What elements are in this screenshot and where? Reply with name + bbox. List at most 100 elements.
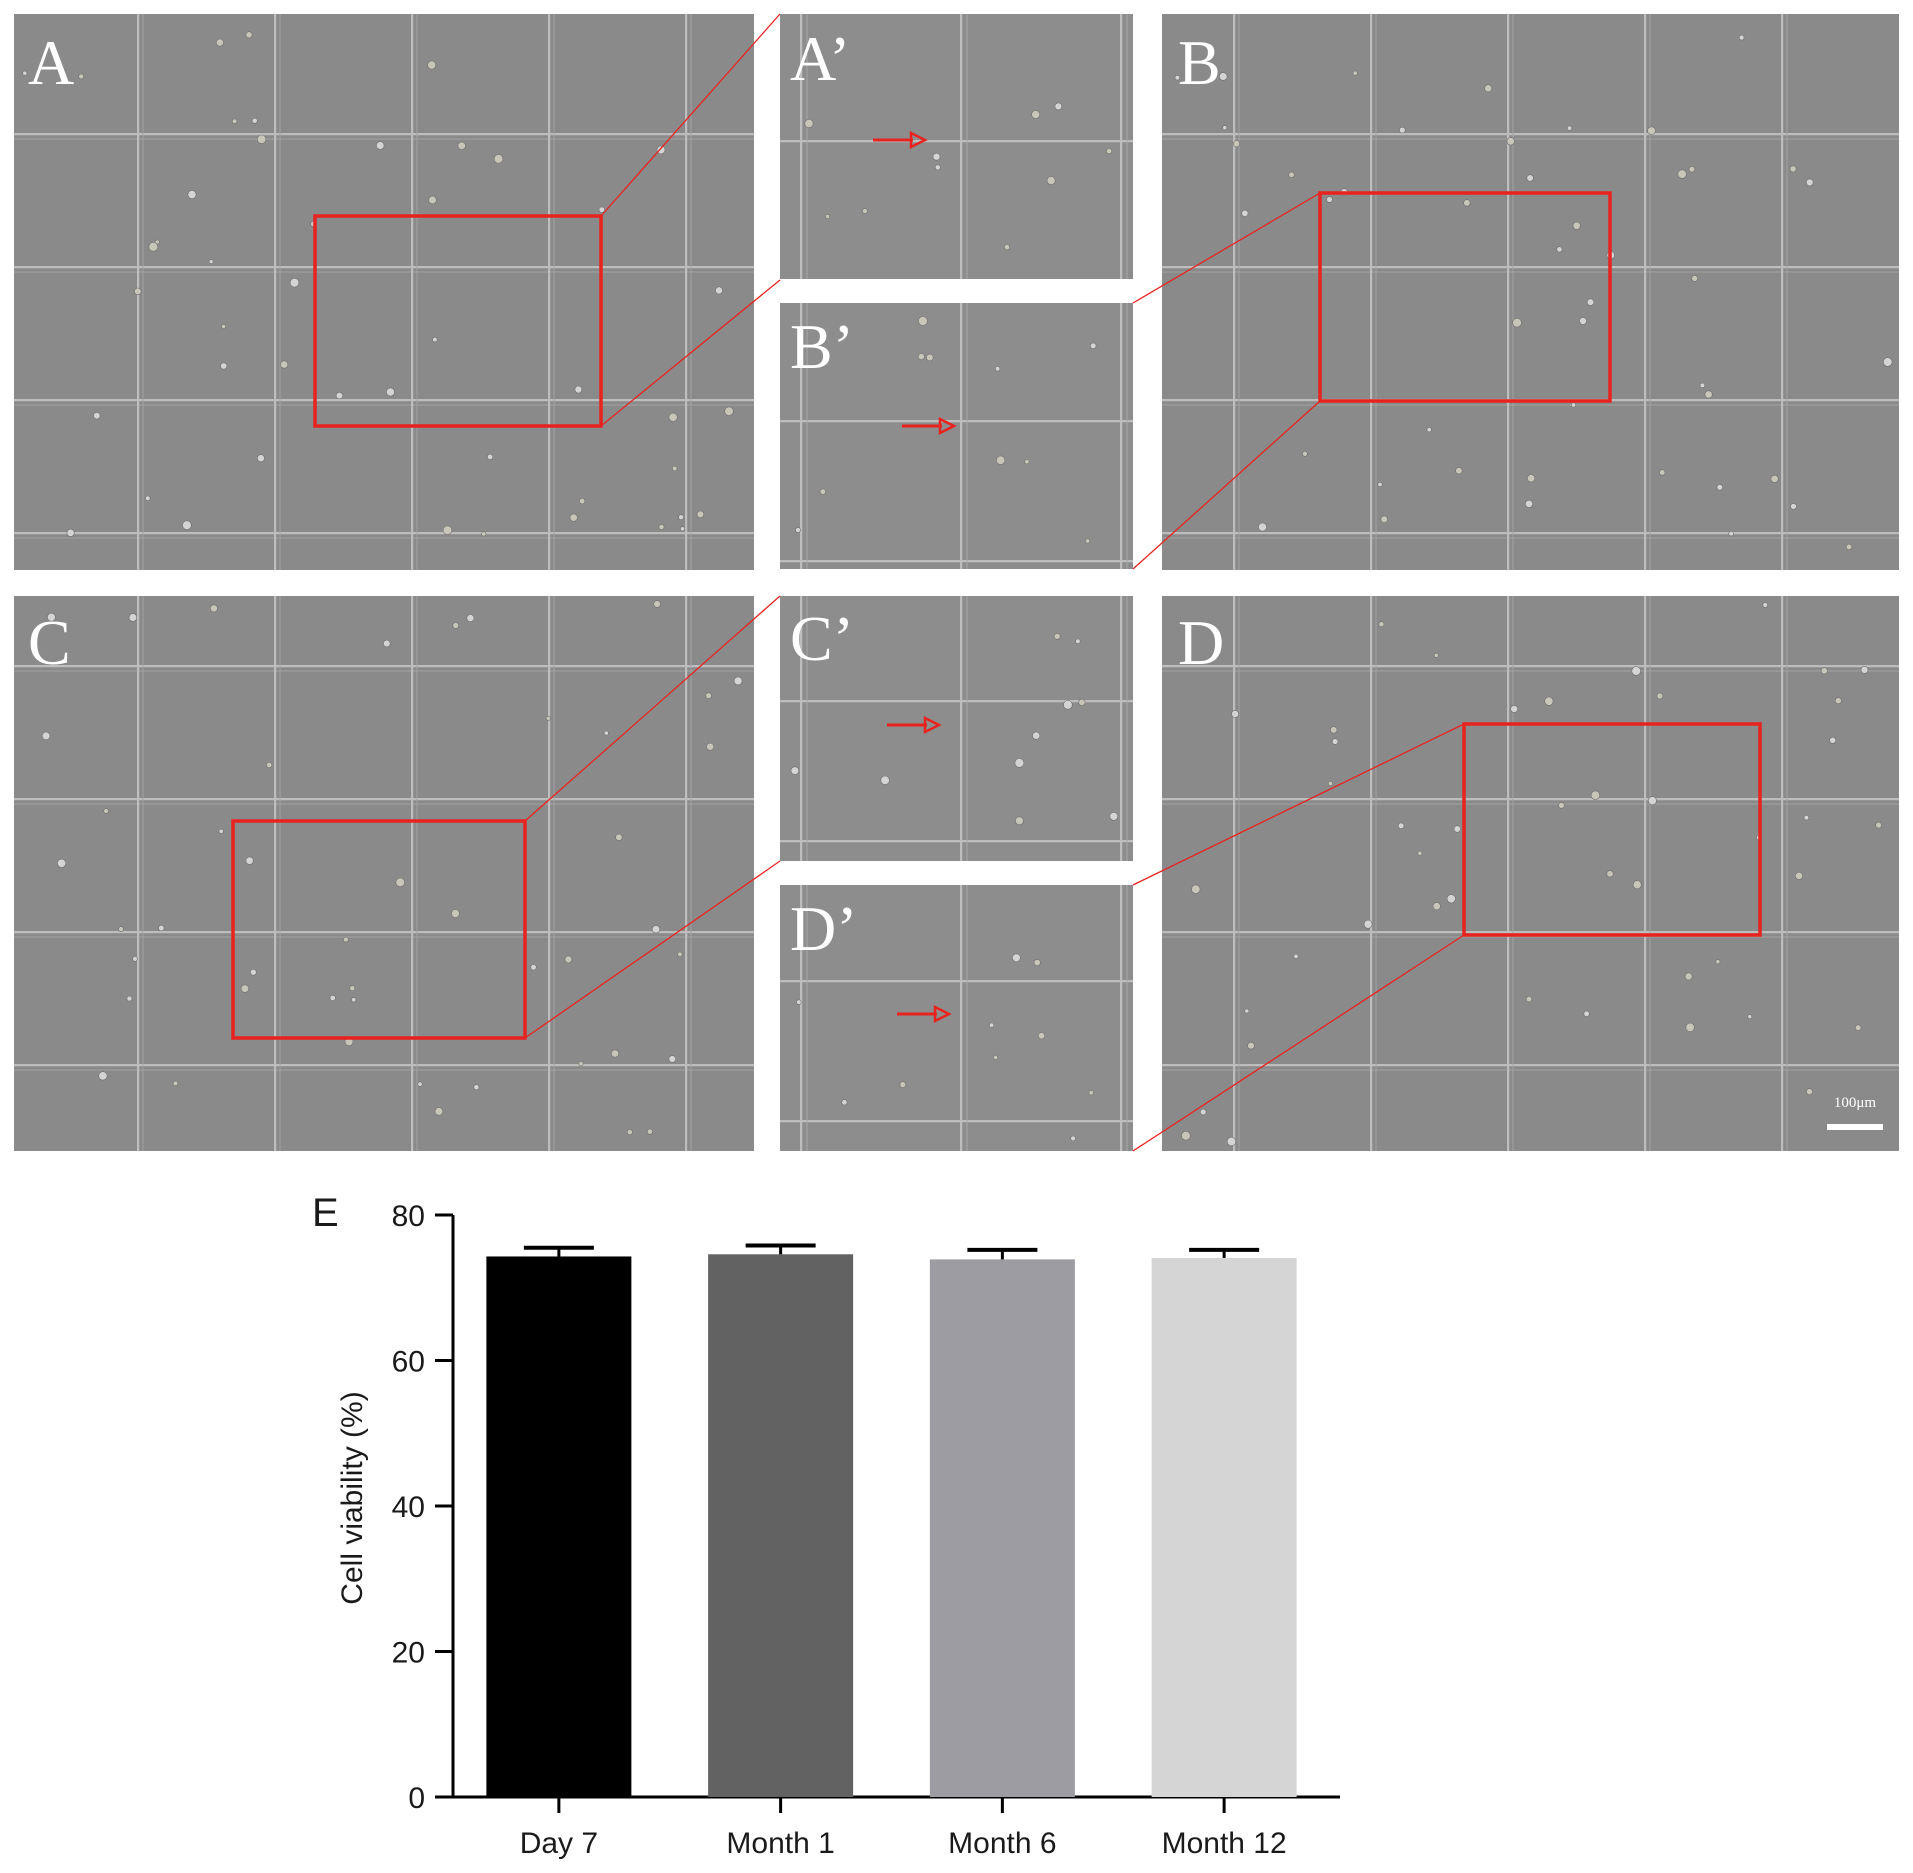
cell bbox=[1453, 825, 1461, 833]
cell bbox=[1544, 696, 1554, 706]
cell bbox=[57, 858, 67, 868]
cell bbox=[733, 676, 743, 686]
cell bbox=[678, 514, 684, 521]
cell bbox=[992, 1054, 998, 1060]
panel-label-e: E bbox=[312, 1191, 339, 1235]
cell bbox=[841, 1099, 848, 1106]
cell bbox=[795, 527, 801, 533]
cell bbox=[1677, 169, 1687, 179]
panel-label-b: B bbox=[1178, 27, 1221, 98]
cell bbox=[1244, 1008, 1250, 1014]
cell bbox=[1352, 70, 1358, 76]
cell bbox=[1380, 515, 1388, 523]
cell bbox=[1647, 126, 1656, 135]
zoom-connector-line bbox=[600, 13, 781, 217]
cell bbox=[126, 995, 133, 1002]
cell bbox=[257, 134, 267, 144]
cell bbox=[564, 955, 573, 964]
cell bbox=[626, 1129, 633, 1135]
panel-a-field bbox=[14, 14, 754, 570]
cell bbox=[546, 715, 551, 721]
cell bbox=[473, 1084, 480, 1091]
cell bbox=[245, 31, 253, 39]
cell bbox=[1302, 450, 1308, 457]
cell bbox=[1070, 1135, 1076, 1142]
cell bbox=[1377, 481, 1383, 487]
x-tick-label: Month 1 bbox=[726, 1827, 834, 1860]
cell bbox=[1820, 667, 1828, 675]
panel-b-prime-field bbox=[780, 303, 1133, 569]
cell bbox=[1331, 738, 1339, 745]
panel-d-field bbox=[1162, 596, 1899, 1151]
cell bbox=[1656, 692, 1664, 700]
cell bbox=[78, 73, 84, 80]
cell bbox=[231, 118, 238, 125]
cell bbox=[47, 612, 56, 622]
panel-label-c: C bbox=[28, 607, 71, 678]
cell bbox=[1463, 199, 1471, 207]
cell bbox=[1845, 543, 1853, 551]
cell bbox=[1484, 84, 1493, 93]
cell bbox=[1327, 780, 1333, 786]
cell bbox=[452, 622, 460, 629]
cell bbox=[825, 213, 830, 219]
cell bbox=[1631, 666, 1641, 676]
bar-month-1 bbox=[708, 1254, 854, 1797]
cell bbox=[349, 985, 356, 992]
panel-label-a-prime: A’ bbox=[790, 23, 850, 94]
cell bbox=[218, 828, 224, 834]
cell bbox=[610, 1049, 619, 1058]
zoom-connector-line bbox=[1132, 400, 1321, 570]
panel-c-field bbox=[14, 596, 754, 1151]
cell bbox=[705, 692, 712, 699]
cell bbox=[1109, 811, 1119, 821]
zoom-connector-lines bbox=[231, 13, 1762, 1152]
cell bbox=[466, 614, 475, 622]
cell bbox=[280, 360, 289, 369]
cell bbox=[1241, 209, 1249, 217]
cell bbox=[1326, 196, 1333, 203]
bar-month-6 bbox=[929, 1259, 1075, 1797]
cell bbox=[351, 997, 357, 1003]
cell bbox=[790, 766, 800, 775]
cell bbox=[1525, 995, 1533, 1003]
cell bbox=[918, 316, 928, 326]
cell bbox=[1738, 34, 1745, 41]
cell bbox=[1572, 221, 1581, 230]
panel-label-d-prime: D’ bbox=[790, 893, 858, 964]
panel-label-a: A bbox=[28, 27, 74, 98]
cell bbox=[1417, 850, 1423, 856]
cell bbox=[1014, 758, 1025, 768]
cell bbox=[1446, 894, 1456, 904]
cell bbox=[1805, 178, 1814, 187]
cell bbox=[1233, 140, 1241, 148]
cell bbox=[1882, 357, 1893, 367]
panel-a-prime-field bbox=[780, 14, 1133, 279]
zoom-box-b bbox=[1318, 191, 1612, 403]
cell bbox=[724, 406, 734, 416]
cell bbox=[1174, 74, 1181, 81]
cell bbox=[1567, 125, 1573, 131]
cell bbox=[1199, 1108, 1207, 1116]
cell bbox=[148, 242, 159, 252]
cell bbox=[680, 526, 685, 532]
cell bbox=[819, 488, 827, 495]
panel-a-prime bbox=[780, 14, 1133, 279]
cell bbox=[569, 513, 578, 522]
cell bbox=[1037, 1032, 1046, 1040]
zoom-connector-line bbox=[1132, 934, 1465, 1152]
panel-label-c-prime: C’ bbox=[790, 603, 854, 674]
cell bbox=[1330, 726, 1338, 734]
cell bbox=[1579, 317, 1587, 325]
y-tick-label: 80 bbox=[392, 1200, 425, 1233]
cell bbox=[1699, 382, 1705, 389]
cell bbox=[1526, 474, 1536, 483]
panel-c bbox=[14, 596, 754, 1151]
cell bbox=[615, 833, 623, 841]
cell bbox=[385, 387, 395, 397]
cell bbox=[1590, 790, 1600, 800]
cell bbox=[1063, 700, 1073, 710]
zoom-box-a bbox=[313, 214, 603, 428]
cell bbox=[1054, 102, 1063, 111]
cell bbox=[1795, 871, 1804, 880]
